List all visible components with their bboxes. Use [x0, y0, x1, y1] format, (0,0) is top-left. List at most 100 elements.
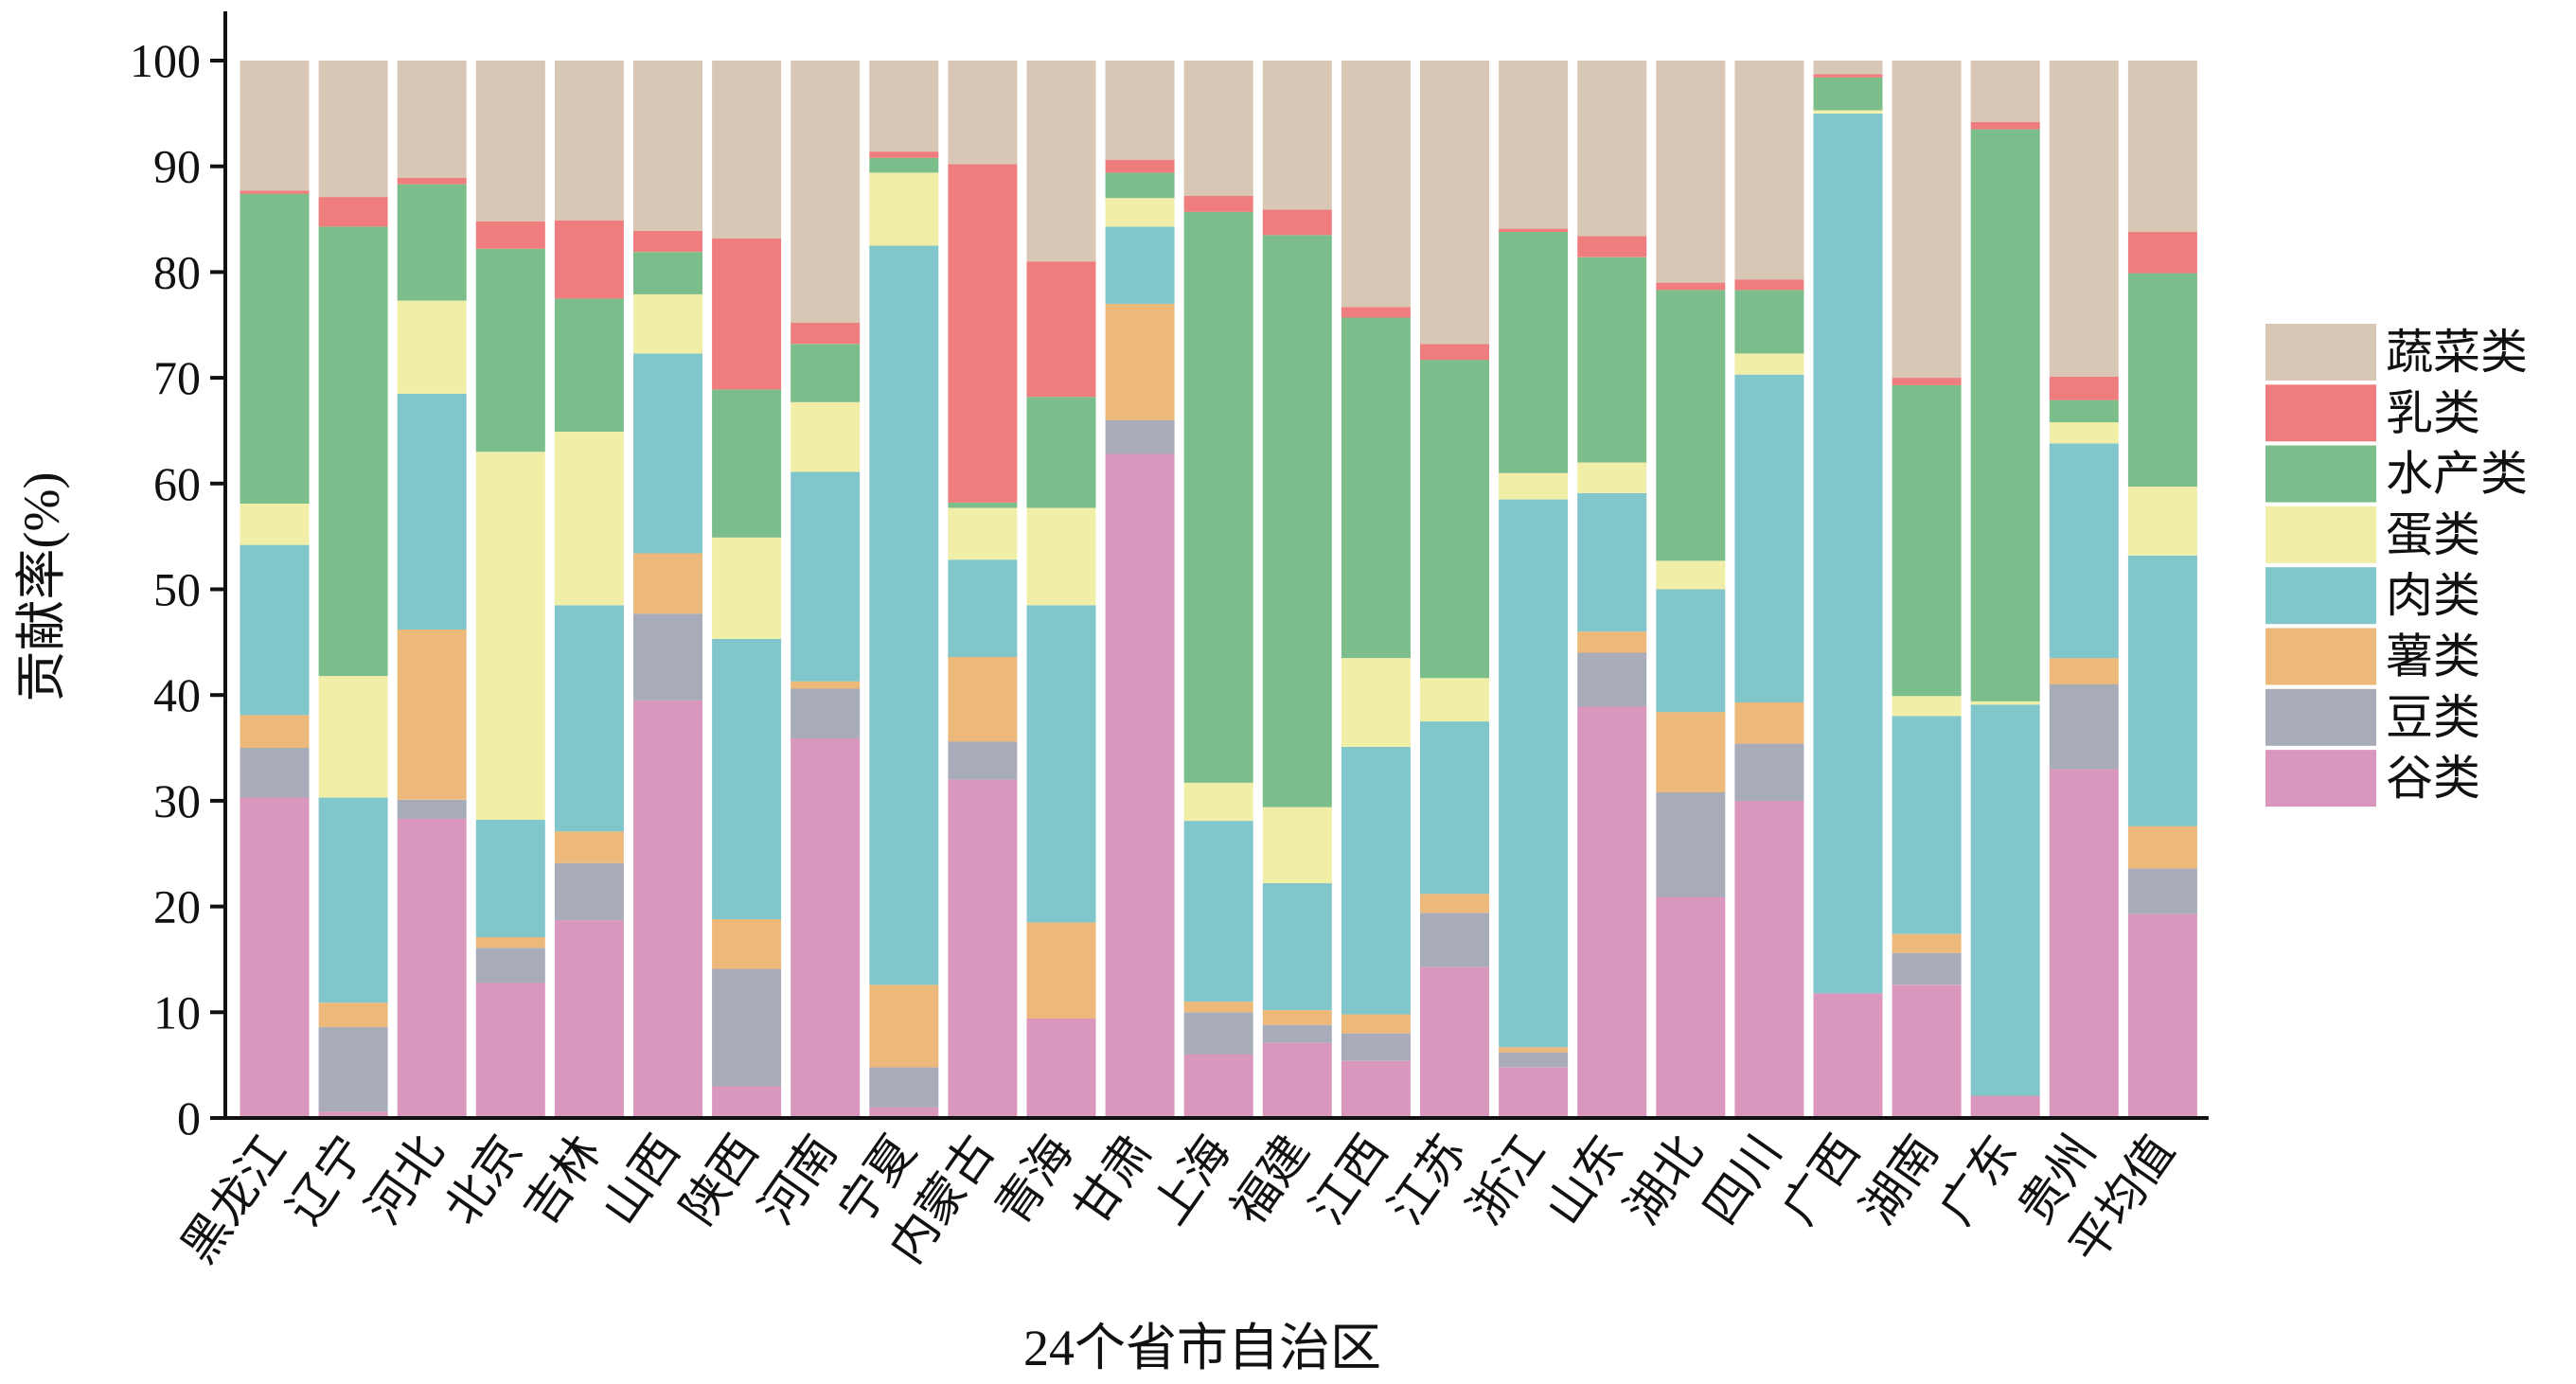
bar-segment: [475, 221, 545, 249]
y-tick-label: 50: [153, 563, 201, 616]
bar-segment: [712, 389, 782, 538]
bar-segment: [1420, 61, 1489, 345]
bar-segment: [397, 393, 467, 630]
bar-segment: [1970, 1095, 2040, 1118]
bar-segment: [2049, 377, 2119, 400]
bar-segment: [475, 937, 545, 949]
bar-segment: [1262, 1024, 1332, 1043]
bar-segment: [1499, 1067, 1569, 1118]
bar-segment: [712, 61, 782, 239]
bar-stack: [2049, 61, 2119, 1118]
bar-segment: [1026, 605, 1096, 923]
bar-segment: [712, 238, 782, 390]
bar-segment: [1026, 61, 1096, 262]
bar-segment: [1420, 967, 1489, 1118]
x-category-label: 北京: [435, 1126, 532, 1233]
bar-segment: [1262, 209, 1332, 236]
y-tick-label: 10: [153, 985, 201, 1038]
x-category-label: 辽宁: [277, 1126, 375, 1233]
bar-segment: [1183, 821, 1253, 1003]
bar-segment: [554, 61, 624, 221]
bar-segment: [1499, 232, 1569, 473]
legend-label: 肉类: [2386, 569, 2480, 622]
bar-segment: [1026, 261, 1096, 398]
bar-segment: [869, 985, 939, 1068]
bar-segment: [1183, 1012, 1253, 1055]
bar-segment: [1026, 922, 1096, 1019]
bar-stack: [240, 61, 310, 1118]
legend-swatch: [2265, 506, 2376, 563]
bar-segment: [2049, 61, 2119, 377]
bar-segment: [554, 298, 624, 432]
bar-segment: [948, 507, 1018, 560]
bar-segment: [1656, 792, 1726, 897]
x-category-label: 甘肃: [1064, 1126, 1162, 1233]
bar-segment: [1813, 993, 1883, 1118]
bar-segment: [1577, 236, 1647, 257]
bar-stack: [318, 61, 388, 1118]
bar-segment: [1499, 472, 1569, 500]
bar-segment: [633, 252, 702, 294]
bar-segment: [1734, 702, 1804, 744]
bar-segment: [633, 61, 702, 231]
bar-segment: [1734, 800, 1804, 1118]
bar-segment: [1420, 344, 1489, 361]
bar-segment: [1892, 985, 1962, 1118]
y-tick-label: 70: [153, 351, 201, 404]
bar-segment: [1420, 360, 1489, 679]
bar-segment: [1656, 712, 1726, 792]
bar-segment: [554, 862, 624, 921]
bar-segment: [1970, 704, 2040, 1096]
bar-segment: [791, 471, 861, 682]
bar-stack: [1341, 61, 1411, 1118]
bar-segment: [1577, 61, 1647, 237]
axes-layer: [223, 11, 2209, 1120]
bar-segment: [1262, 235, 1332, 807]
bar-segment: [1341, 746, 1411, 1015]
bar-segment: [1970, 61, 2040, 122]
bar-segment: [1105, 61, 1175, 160]
x-category-label: 黑龙江: [171, 1126, 296, 1272]
bar-segment: [1577, 631, 1647, 653]
y-tick-label: 40: [153, 668, 201, 721]
legend-label: 乳类: [2386, 386, 2480, 439]
bar-segment: [2127, 555, 2197, 826]
bar-segment: [2049, 399, 2119, 423]
x-category-label: 江西: [1300, 1126, 1397, 1233]
bar-segment: [2127, 825, 2197, 869]
bar-segment: [633, 613, 702, 701]
bar-segment: [2127, 232, 2197, 274]
bar-segment: [1420, 894, 1489, 914]
bar-segment: [1183, 211, 1253, 783]
x-category-label: 广东: [1929, 1126, 2027, 1233]
bar-stack: [1970, 61, 2040, 1118]
bar-segment: [475, 61, 545, 222]
legend-swatch: [2265, 628, 2376, 685]
bar-stack: [397, 61, 467, 1118]
legend-swatch: [2265, 567, 2376, 625]
bar-segment: [1420, 678, 1489, 722]
bar-segment: [397, 300, 467, 394]
bar-segment: [791, 688, 861, 738]
legend-label: 谷类: [2386, 752, 2480, 805]
bar-stack: [1183, 61, 1253, 1118]
bar-segment: [318, 1111, 388, 1118]
bar-segment: [2049, 422, 2119, 444]
bar-segment: [240, 797, 310, 1118]
bar-segment: [869, 157, 939, 173]
bar-segment: [869, 172, 939, 246]
bar-segment: [1892, 378, 1962, 385]
bar-segment: [475, 452, 545, 820]
bar-segment: [1183, 1002, 1253, 1013]
bar-segment: [1341, 1060, 1411, 1118]
bar-segment: [1656, 896, 1726, 1118]
y-tick-label: 100: [130, 34, 201, 87]
x-category-label: 江苏: [1378, 1126, 1476, 1233]
bar-stack: [2127, 61, 2197, 1118]
bar-segment: [1892, 61, 1962, 379]
x-category-label: 湖北: [1615, 1126, 1713, 1233]
bar-segment: [1656, 560, 1726, 590]
x-category-label: 山西: [592, 1126, 689, 1233]
bar-segment: [1577, 706, 1647, 1118]
bar-segment: [1892, 952, 1962, 985]
